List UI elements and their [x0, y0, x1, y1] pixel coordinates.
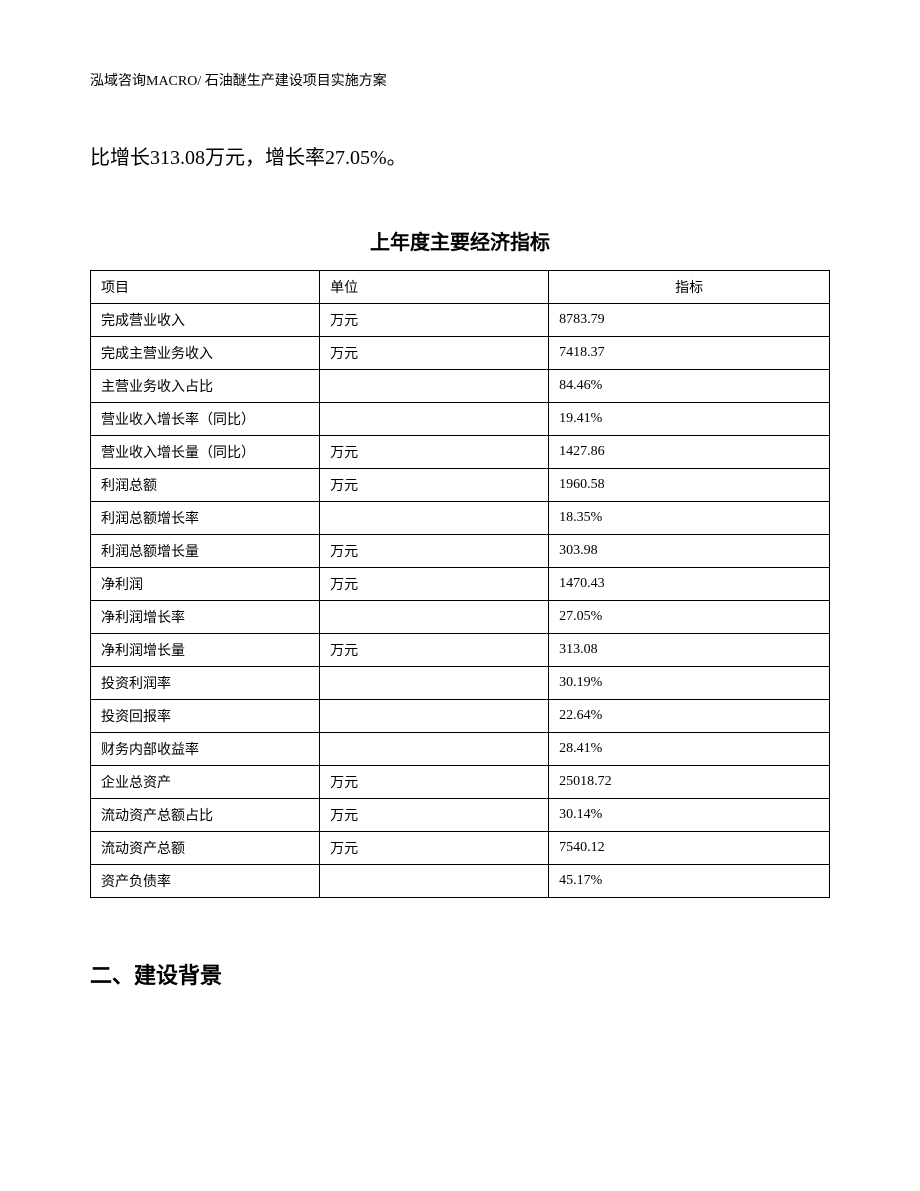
table-header-row: 项目 单位 指标: [91, 271, 830, 304]
cell-project: 营业收入增长率（同比）: [91, 403, 320, 436]
table-row: 利润总额万元1960.58: [91, 469, 830, 502]
cell-project: 投资利润率: [91, 667, 320, 700]
cell-value: 8783.79: [549, 304, 830, 337]
table-row: 流动资产总额占比万元30.14%: [91, 799, 830, 832]
cell-value: 1427.86: [549, 436, 830, 469]
cell-value: 25018.72: [549, 766, 830, 799]
cell-project: 流动资产总额: [91, 832, 320, 865]
cell-unit: [320, 502, 549, 535]
cell-project: 净利润: [91, 568, 320, 601]
cell-value: 27.05%: [549, 601, 830, 634]
cell-value: 28.41%: [549, 733, 830, 766]
table-row: 营业收入增长量（同比）万元1427.86: [91, 436, 830, 469]
table-title: 上年度主要经济指标: [90, 226, 830, 255]
cell-project: 流动资产总额占比: [91, 799, 320, 832]
cell-unit: 万元: [320, 469, 549, 502]
table-row: 营业收入增长率（同比） 19.41%: [91, 403, 830, 436]
table-row: 企业总资产万元25018.72: [91, 766, 830, 799]
cell-unit: 万元: [320, 766, 549, 799]
cell-project: 完成主营业务收入: [91, 337, 320, 370]
table-body: 完成营业收入万元8783.79完成主营业务收入万元7418.37主营业务收入占比…: [91, 304, 830, 898]
section-heading: 二、建设背景: [90, 958, 830, 990]
intro-paragraph: 比增长313.08万元，增长率27.05%。: [90, 140, 830, 176]
table-row: 主营业务收入占比 84.46%: [91, 370, 830, 403]
cell-value: 1470.43: [549, 568, 830, 601]
cell-unit: 万元: [320, 799, 549, 832]
cell-project: 利润总额: [91, 469, 320, 502]
cell-project: 净利润增长量: [91, 634, 320, 667]
table-row: 完成主营业务收入万元7418.37: [91, 337, 830, 370]
cell-value: 22.64%: [549, 700, 830, 733]
cell-unit: 万元: [320, 337, 549, 370]
cell-unit: [320, 667, 549, 700]
economic-indicators-table: 项目 单位 指标 完成营业收入万元8783.79完成主营业务收入万元7418.3…: [90, 270, 830, 898]
column-header-project: 项目: [91, 271, 320, 304]
cell-project: 完成营业收入: [91, 304, 320, 337]
cell-unit: [320, 370, 549, 403]
table-row: 净利润万元1470.43: [91, 568, 830, 601]
cell-unit: 万元: [320, 535, 549, 568]
table-row: 资产负债率 45.17%: [91, 865, 830, 898]
cell-project: 企业总资产: [91, 766, 320, 799]
table-row: 利润总额增长量万元303.98: [91, 535, 830, 568]
cell-unit: [320, 403, 549, 436]
table-row: 完成营业收入万元8783.79: [91, 304, 830, 337]
table-row: 投资回报率 22.64%: [91, 700, 830, 733]
cell-project: 净利润增长率: [91, 601, 320, 634]
cell-value: 303.98: [549, 535, 830, 568]
column-header-value: 指标: [549, 271, 830, 304]
cell-unit: [320, 733, 549, 766]
table-row: 利润总额增长率 18.35%: [91, 502, 830, 535]
cell-project: 财务内部收益率: [91, 733, 320, 766]
cell-project: 投资回报率: [91, 700, 320, 733]
cell-unit: 万元: [320, 568, 549, 601]
cell-value: 1960.58: [549, 469, 830, 502]
cell-value: 7540.12: [549, 832, 830, 865]
cell-project: 利润总额增长率: [91, 502, 320, 535]
cell-value: 7418.37: [549, 337, 830, 370]
cell-project: 资产负债率: [91, 865, 320, 898]
cell-unit: [320, 601, 549, 634]
cell-unit: 万元: [320, 832, 549, 865]
cell-unit: 万元: [320, 634, 549, 667]
cell-unit: 万元: [320, 304, 549, 337]
cell-value: 18.35%: [549, 502, 830, 535]
table-row: 投资利润率 30.19%: [91, 667, 830, 700]
cell-value: 313.08: [549, 634, 830, 667]
table-row: 财务内部收益率 28.41%: [91, 733, 830, 766]
cell-value: 19.41%: [549, 403, 830, 436]
table-row: 净利润增长量万元313.08: [91, 634, 830, 667]
table-row: 净利润增长率 27.05%: [91, 601, 830, 634]
cell-project: 利润总额增长量: [91, 535, 320, 568]
cell-value: 84.46%: [549, 370, 830, 403]
column-header-unit: 单位: [320, 271, 549, 304]
cell-project: 主营业务收入占比: [91, 370, 320, 403]
cell-value: 30.14%: [549, 799, 830, 832]
table-row: 流动资产总额万元7540.12: [91, 832, 830, 865]
cell-unit: [320, 865, 549, 898]
cell-value: 45.17%: [549, 865, 830, 898]
cell-unit: [320, 700, 549, 733]
cell-value: 30.19%: [549, 667, 830, 700]
page-header: 泓域咨询MACRO/ 石油醚生产建设项目实施方案: [90, 70, 830, 90]
cell-unit: 万元: [320, 436, 549, 469]
cell-project: 营业收入增长量（同比）: [91, 436, 320, 469]
